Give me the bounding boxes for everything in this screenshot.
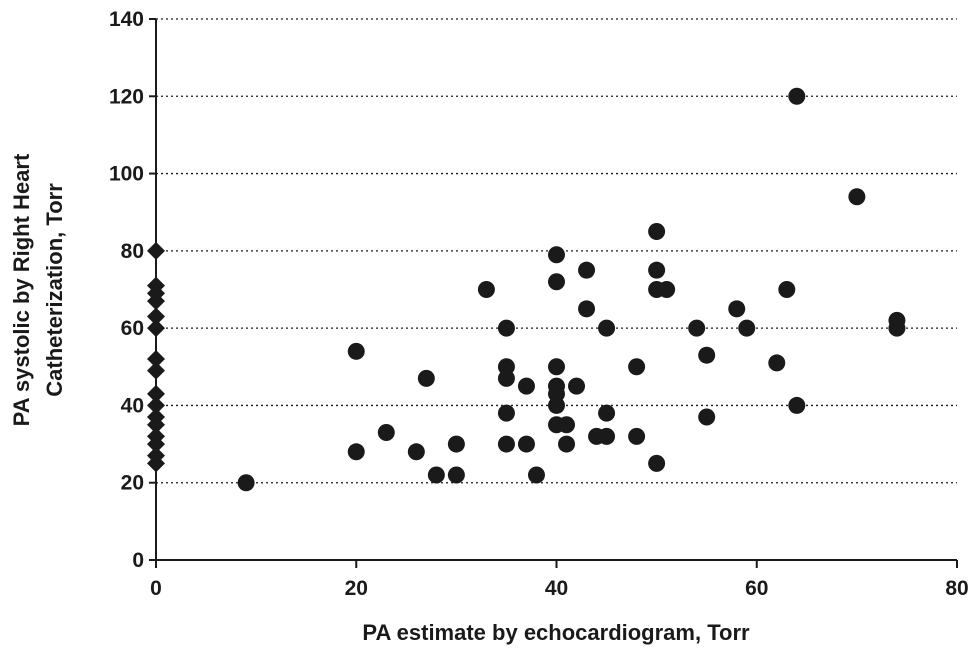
data-point-circle — [888, 319, 906, 337]
data-point-circle — [558, 435, 576, 453]
data-point-circle — [598, 319, 616, 337]
data-point-circle — [237, 474, 255, 492]
x-tick-label-0: 0 — [150, 577, 162, 600]
data-point-circle — [417, 369, 435, 387]
data-point-circle — [578, 300, 596, 318]
data-point-diamond — [147, 319, 165, 338]
data-point-circle — [347, 443, 365, 461]
data-point-circle — [517, 435, 535, 453]
data-point-circle — [407, 443, 425, 461]
data-point-circle — [628, 358, 646, 376]
y-ticks: 0 20 40 60 80 100 120 140 — [109, 8, 156, 572]
data-point-circle — [598, 427, 616, 445]
data-point-diamond — [147, 361, 165, 380]
y-tick-label-60: 60 — [121, 317, 144, 340]
data-point-circle — [788, 396, 806, 414]
x-axis-title: PA estimate by echocardiogram, Torr — [362, 620, 750, 645]
y-tick-label-0: 0 — [132, 549, 144, 572]
data-point-circle — [848, 188, 866, 206]
y-tick-label-40: 40 — [121, 394, 144, 417]
data-point-circle — [517, 377, 535, 395]
y-tick-label-80: 80 — [121, 240, 144, 263]
data-point-circle — [497, 369, 515, 387]
x-tick-label-40: 40 — [545, 577, 568, 600]
data-point-circle — [447, 435, 465, 453]
data-point-circle — [698, 408, 716, 426]
data-point-circle — [648, 223, 666, 241]
data-point-circle — [427, 466, 445, 484]
data-point-diamond — [147, 435, 165, 454]
data-point-circle — [648, 454, 666, 472]
y-tick-label-120: 120 — [109, 85, 144, 108]
data-point-circle — [447, 466, 465, 484]
x-ticks: 0 20 40 60 80 — [150, 560, 969, 600]
x-tick-label-80: 80 — [945, 577, 968, 600]
data-point-circle — [778, 281, 796, 298]
x-tick-label-20: 20 — [345, 577, 368, 600]
data-point-circle — [347, 342, 365, 360]
y-tick-label-100: 100 — [109, 163, 144, 186]
data-point-circle — [598, 404, 616, 422]
data-point-diamond — [147, 241, 165, 260]
data-point-diamond — [147, 396, 165, 415]
data-point-circle — [688, 319, 706, 337]
data-point-circle — [497, 435, 515, 453]
data-point-diamond — [147, 415, 165, 434]
y-tick-label-20: 20 — [121, 472, 144, 495]
data-point-circle — [568, 377, 586, 395]
data-point-circle — [548, 396, 565, 414]
data-point-circle — [648, 261, 666, 279]
y-tick-label-140: 140 — [109, 8, 144, 31]
data-point-circle — [477, 281, 495, 298]
data-point-circle — [527, 466, 545, 484]
data-points — [147, 87, 906, 492]
data-point-diamond — [147, 307, 165, 326]
data-point-circle — [548, 358, 565, 376]
data-point-circle — [728, 300, 746, 318]
data-point-circle — [558, 416, 576, 434]
data-point-circle — [497, 319, 515, 337]
data-point-diamond — [147, 454, 165, 473]
data-point-circle — [548, 273, 565, 291]
data-point-circle — [628, 427, 646, 445]
data-point-circle — [548, 246, 565, 264]
y-axis-title-line-1: PA systolic by Right Heart — [9, 153, 34, 426]
data-point-circle — [377, 423, 395, 441]
data-point-circle — [788, 87, 806, 105]
data-point-diamond — [147, 350, 165, 369]
data-point-circle — [768, 354, 786, 372]
data-point-diamond — [147, 384, 165, 403]
data-point-circle — [738, 319, 756, 337]
data-point-circle — [578, 261, 596, 279]
data-point-diamond — [147, 292, 165, 311]
x-tick-label-60: 60 — [745, 577, 768, 600]
data-point-circle — [698, 346, 716, 364]
data-point-circle — [658, 281, 676, 298]
data-point-circle — [497, 404, 515, 422]
y-axis-title-line-2: Catheterization, Torr — [42, 183, 67, 397]
